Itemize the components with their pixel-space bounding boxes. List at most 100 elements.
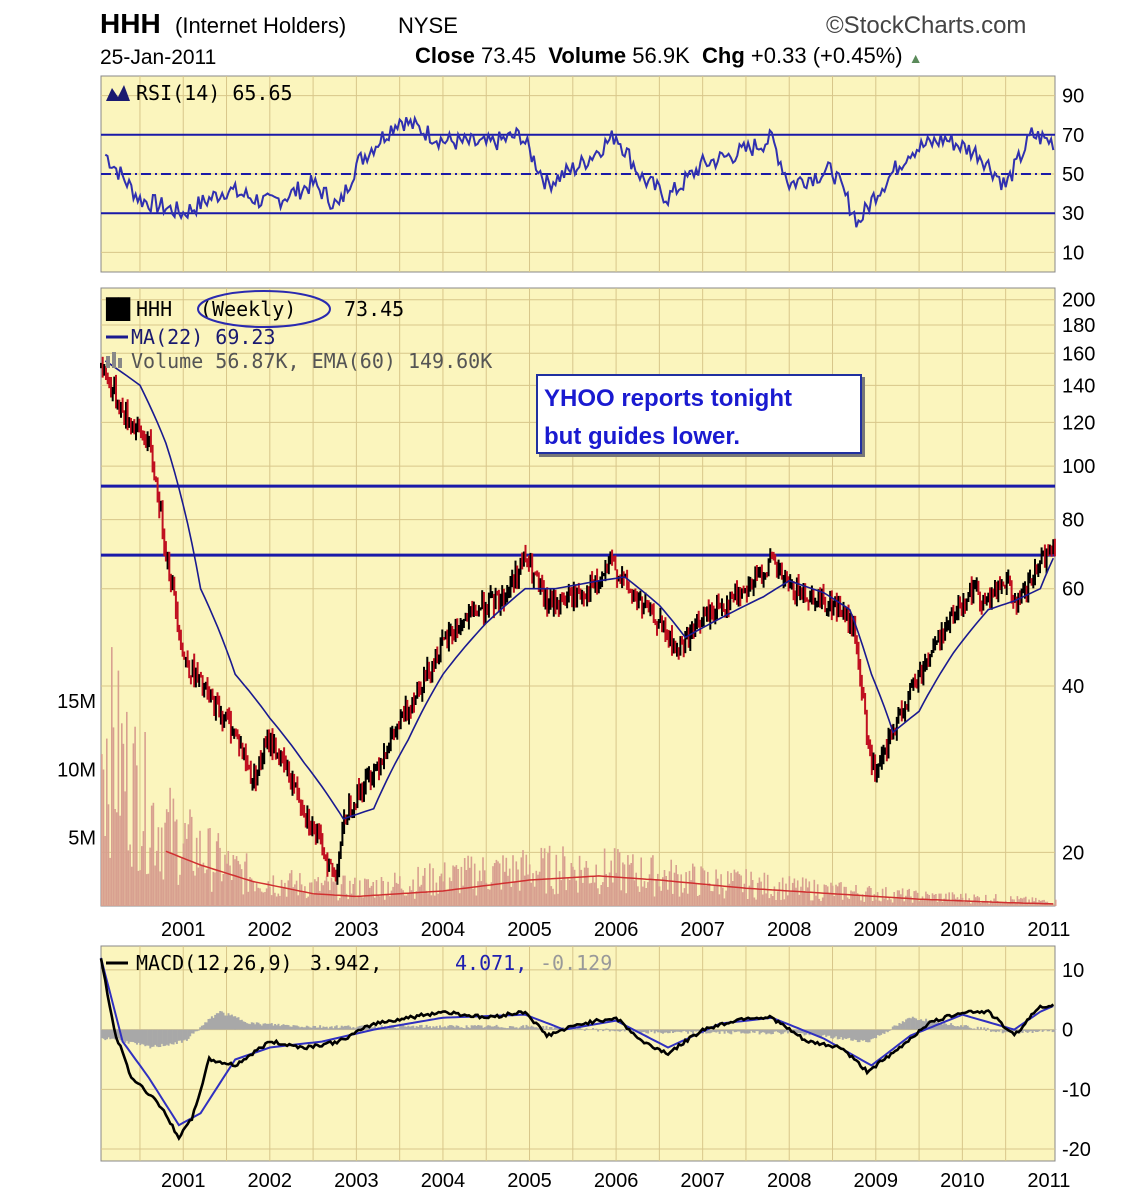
histogram-bar (943, 1021, 946, 1030)
volume-bar (317, 877, 319, 906)
volume-bar (362, 897, 364, 906)
volume-bar (409, 886, 411, 906)
histogram-bar (733, 1029, 736, 1033)
histogram-bar (174, 1029, 177, 1043)
histogram-bar (465, 1025, 468, 1030)
volume-bar (259, 888, 261, 906)
histogram-bar (758, 1029, 761, 1035)
volume-bar (1031, 897, 1034, 906)
volume-bar (667, 889, 669, 906)
volume-bar (250, 878, 253, 906)
histogram-bar (292, 1025, 295, 1030)
volume-bar (562, 846, 564, 906)
volume-bar (365, 879, 368, 906)
histogram-bar (457, 1025, 460, 1030)
volume-bar (836, 886, 839, 906)
histogram-bar (667, 1029, 669, 1034)
histogram-bar (735, 1029, 738, 1032)
ema-line (165, 850, 1054, 905)
histogram-bar (923, 1021, 926, 1030)
volume-bar (500, 889, 503, 906)
histogram-bar (976, 1026, 979, 1030)
volume-bar (134, 726, 136, 906)
volume-bar (851, 891, 854, 906)
volume-bar (900, 894, 902, 906)
volume-bar (610, 860, 612, 906)
histogram-bar (640, 1029, 643, 1033)
histogram-bar (240, 1019, 243, 1030)
histogram-bar (813, 1029, 816, 1035)
histogram-bar (737, 1029, 739, 1032)
rsi-tick-label: 70 (1062, 125, 1084, 147)
volume-bar (743, 883, 746, 906)
histogram-bar (290, 1026, 293, 1030)
volume-bar (1006, 903, 1009, 906)
histogram-bar (623, 1029, 626, 1032)
histogram-bar (144, 1029, 147, 1047)
volume-bar (595, 864, 597, 906)
volume-bar (707, 871, 709, 906)
volume-bar (645, 888, 647, 906)
histogram-bar (858, 1029, 861, 1043)
volume-bar (126, 711, 128, 906)
histogram-bar (177, 1029, 180, 1041)
histogram-bar (212, 1017, 215, 1030)
macd-tick-label: 10 (1062, 960, 1084, 982)
histogram-bar (746, 1029, 749, 1034)
volume-bar (154, 865, 156, 906)
volume-bar (131, 866, 133, 906)
macd-panel-bg (100, 945, 1056, 1162)
histogram-bar (618, 1029, 621, 1032)
volume-bar (558, 871, 561, 906)
macd-tick-label: -10 (1062, 1079, 1091, 1101)
histogram-bar (755, 1029, 758, 1032)
volume-bar (139, 870, 141, 906)
volume-bar (810, 900, 812, 906)
rsi-ticks: 90 70 50 30 10 (1062, 86, 1084, 265)
histogram-bar (756, 1029, 759, 1032)
volume-bar (487, 889, 489, 906)
histogram-bar (369, 1028, 371, 1030)
volume-bar (663, 870, 666, 906)
histogram-bar (282, 1024, 285, 1030)
volume-bar (482, 857, 484, 906)
histogram-bar (853, 1029, 856, 1040)
volume-bar (432, 868, 434, 906)
histogram-bar (910, 1018, 913, 1030)
histogram-bar (901, 1021, 904, 1030)
volume-bar (447, 890, 449, 906)
histogram-bar (695, 1029, 698, 1032)
company-name: (Internet Holders) (175, 13, 347, 38)
histogram-bar (670, 1029, 673, 1032)
histogram-bar (821, 1029, 824, 1036)
volume-bar (136, 765, 138, 906)
volume-bars (101, 647, 1057, 906)
volume-bar (129, 844, 131, 906)
histogram-bar (617, 1029, 620, 1032)
histogram-bar (182, 1029, 185, 1041)
volume-bar (583, 867, 586, 906)
histogram-bar (402, 1024, 405, 1030)
volume-bar (533, 886, 536, 906)
histogram-bar (683, 1029, 686, 1031)
histogram-bar (961, 1026, 964, 1030)
histogram-bar (585, 1028, 588, 1030)
volume-bar (528, 864, 531, 906)
volume-bar (239, 864, 241, 906)
histogram-bar (477, 1025, 480, 1030)
price-tick-label: 200 (1062, 290, 1095, 312)
histogram-bar (836, 1029, 839, 1040)
brand[interactable]: ©StockCharts.com (826, 12, 1027, 39)
volume-bar (878, 900, 881, 906)
volume-bar (144, 732, 146, 906)
price-tick-label: 60 (1062, 579, 1084, 601)
volume-bar (568, 880, 571, 906)
volume-bar (555, 854, 558, 906)
volume-bar (605, 874, 607, 906)
volume-bar (638, 891, 641, 906)
histogram-bar (207, 1019, 210, 1030)
price-tick-label: 120 (1062, 412, 1095, 434)
histogram-bar (925, 1018, 928, 1030)
volume-bar (998, 902, 1000, 906)
volume-bar (214, 872, 216, 906)
